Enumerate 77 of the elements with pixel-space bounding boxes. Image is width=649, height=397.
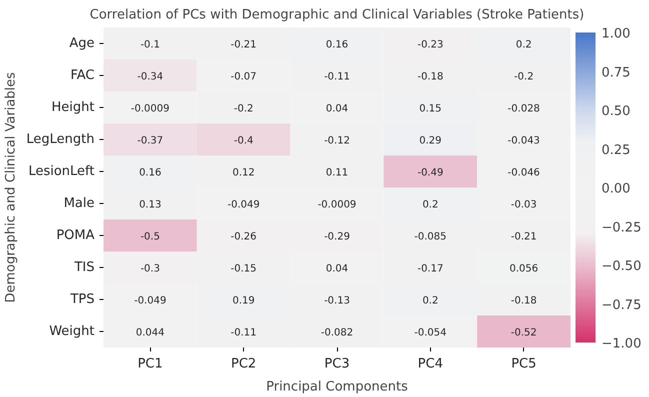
data-label: 0.16	[139, 168, 162, 178]
data-label: -0.26	[230, 232, 257, 242]
data-label: -0.043	[508, 136, 540, 146]
data-label: -0.29	[324, 232, 350, 242]
data-label: 0.2	[422, 200, 438, 210]
data-label: -0.37	[137, 136, 164, 146]
x-axis-title: Principal Components	[266, 380, 408, 394]
data-label: -0.11	[324, 72, 350, 82]
y-tick-label: TPS	[69, 292, 95, 307]
data-label: 0.056	[509, 264, 538, 274]
data-label: -0.03	[510, 200, 537, 210]
data-label: 0.11	[326, 168, 348, 178]
data-label: -0.21	[510, 232, 537, 242]
y-tick-label: LegLength	[26, 132, 95, 147]
data-label: -0.0009	[318, 200, 356, 210]
data-label: -0.13	[324, 296, 350, 306]
y-tick-label: Weight	[49, 324, 95, 339]
color-bar-label: 0.75	[602, 65, 630, 80]
y-tick-label: POMA	[56, 228, 95, 243]
data-label: -0.028	[508, 104, 540, 114]
data-label: -0.23	[417, 40, 444, 50]
data-label: -0.07	[230, 72, 257, 82]
y-axis-title: Demographic and Clinical Variables	[3, 72, 18, 303]
data-label: -0.082	[320, 328, 354, 338]
y-tick-label: TIS	[73, 260, 95, 275]
data-label: 0.16	[326, 40, 348, 50]
data-label: -0.18	[417, 72, 444, 82]
data-label: -0.5	[140, 232, 160, 242]
data-label: -0.085	[414, 232, 447, 242]
data-label: 0.2	[422, 296, 438, 306]
data-label: -0.046	[508, 168, 540, 178]
x-tick-label: PC4	[418, 356, 443, 372]
color-bar-label: 1.00	[602, 26, 630, 42]
data-label: -0.49	[417, 168, 444, 178]
y-tick-label: FAC	[70, 68, 95, 83]
data-label: -0.2	[234, 104, 254, 114]
x-tick-label: PC3	[324, 356, 350, 372]
data-label: 0.2	[516, 40, 532, 50]
color-bar-label: 0.25	[602, 142, 630, 158]
y-tick-label: Age	[69, 36, 95, 51]
data-label: 0.15	[419, 104, 442, 114]
data-label: -0.21	[230, 40, 257, 50]
data-label: 0.04	[326, 264, 348, 274]
data-label: -0.054	[414, 328, 447, 338]
data-label: -0.17	[417, 264, 444, 274]
y-tick-label: LesionLeft	[28, 164, 95, 179]
y-tick-label: Height	[52, 100, 95, 115]
data-label: -0.18	[510, 296, 537, 306]
x-tick-label: PC2	[231, 356, 256, 372]
data-label: -0.12	[324, 136, 350, 146]
color-bar-label: 0.50	[602, 104, 630, 119]
x-tick-label: PC5	[511, 356, 536, 372]
data-label: -0.1	[140, 40, 160, 50]
color-bar-label: −0.75	[602, 298, 642, 313]
data-label: -0.3	[140, 264, 160, 274]
data-label: -0.11	[230, 328, 257, 338]
data-label: -0.4	[234, 136, 254, 146]
data-label: -0.34	[137, 72, 164, 82]
data-label: 0.19	[232, 296, 255, 306]
data-label: -0.2	[514, 72, 534, 82]
chart-title: Correlation of PCs with Demographic and Clinical Variables (Stroke Patients)	[90, 8, 584, 22]
data-label: -0.049	[227, 200, 260, 210]
x-tick-label: PC1	[138, 356, 163, 372]
color-bar-label: −0.50	[602, 259, 642, 274]
data-label: 0.04	[326, 104, 348, 114]
data-label: -0.0009	[130, 104, 170, 114]
data-label: 0.044	[136, 328, 165, 338]
y-tick-label: Male	[64, 196, 95, 211]
color-bar-label: −1.00	[602, 336, 642, 352]
data-label: 0.29	[419, 136, 442, 146]
data-label: 0.12	[232, 168, 255, 178]
color-bar-label: 0.00	[602, 182, 630, 196]
color-bar-label: −0.25	[602, 220, 642, 236]
data-label: -0.15	[230, 264, 257, 274]
data-label: -0.049	[134, 296, 166, 306]
data-label: 0.13	[139, 200, 162, 210]
data-label: -0.52	[510, 328, 537, 338]
